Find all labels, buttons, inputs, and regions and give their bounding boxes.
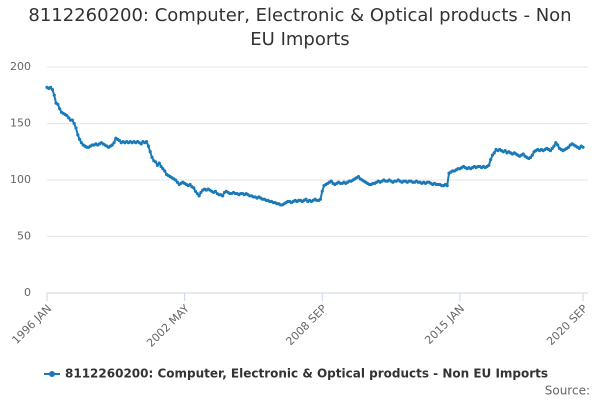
- line: [46, 86, 584, 206]
- point: [192, 186, 196, 190]
- point: [161, 167, 165, 171]
- point: [556, 143, 560, 147]
- chart-title: 8112260200: Computer, Electronic & Optic…: [28, 5, 572, 50]
- point: [150, 155, 154, 159]
- point: [76, 133, 80, 137]
- point: [188, 182, 192, 187]
- point: [175, 180, 179, 184]
- point: [139, 142, 143, 146]
- x-tick-label: 2008 SEP: [283, 302, 329, 348]
- point: [154, 160, 158, 164]
- point: [117, 138, 122, 143]
- point: [193, 189, 198, 193]
- point: [112, 141, 116, 145]
- point: [146, 144, 151, 148]
- x-tick-label: 2002 MAY: [144, 302, 192, 350]
- point: [173, 178, 178, 182]
- point: [49, 85, 53, 89]
- point: [67, 116, 71, 120]
- x-tick-label: 1996 JAN: [9, 302, 54, 347]
- x-tick-label: 2015 JAN: [422, 302, 467, 347]
- point: [58, 107, 62, 111]
- point: [577, 146, 581, 150]
- point: [528, 155, 533, 159]
- point: [195, 191, 199, 196]
- point: [163, 169, 167, 173]
- y-tick-label: 100: [10, 173, 31, 186]
- point: [487, 163, 491, 167]
- y-tick-label: 150: [10, 117, 31, 130]
- y-tick-label: 0: [24, 286, 31, 299]
- point: [329, 179, 333, 183]
- y-tick-label: 200: [10, 60, 31, 73]
- point: [148, 150, 152, 154]
- point: [221, 194, 225, 198]
- point: [56, 102, 60, 106]
- legend-marker: [49, 371, 55, 377]
- point: [65, 113, 69, 118]
- point: [490, 153, 495, 157]
- point: [356, 175, 361, 179]
- point: [548, 149, 553, 153]
- point: [318, 197, 323, 201]
- point: [503, 149, 507, 153]
- point: [521, 152, 525, 156]
- point: [77, 137, 82, 141]
- y-tick-label: 50: [17, 230, 31, 243]
- point: [581, 145, 585, 149]
- point: [159, 164, 163, 169]
- point: [50, 88, 55, 92]
- point: [197, 194, 201, 198]
- legend-label: 8112260200: Computer, Electronic & Optic…: [65, 367, 548, 381]
- source-label: Source:: [545, 384, 590, 398]
- point: [552, 144, 556, 148]
- point: [492, 151, 496, 155]
- point: [550, 146, 554, 150]
- point: [554, 141, 558, 145]
- x-tick-label: 2020 SEP: [544, 302, 590, 348]
- point: [489, 158, 493, 162]
- point: [74, 126, 78, 130]
- point: [320, 189, 324, 193]
- point: [157, 161, 161, 165]
- point: [213, 189, 218, 193]
- point: [70, 118, 74, 122]
- point: [144, 139, 149, 144]
- point: [110, 143, 114, 147]
- point: [530, 153, 534, 157]
- point: [155, 163, 160, 167]
- point: [566, 145, 571, 149]
- point: [52, 93, 56, 97]
- point: [199, 190, 203, 195]
- point: [445, 184, 449, 188]
- point: [304, 197, 308, 201]
- point: [72, 121, 76, 126]
- point: [79, 141, 84, 145]
